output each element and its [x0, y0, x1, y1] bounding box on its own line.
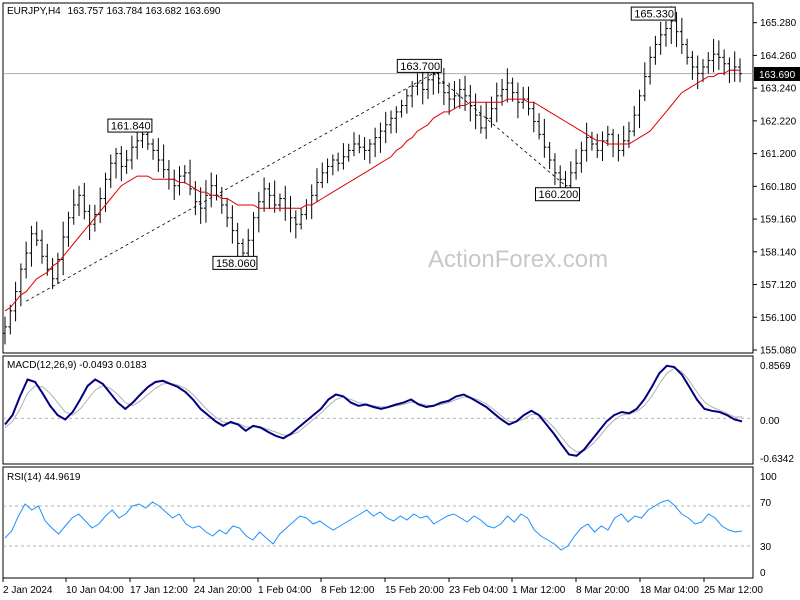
- last-price-tag: [754, 67, 800, 81]
- price-panel: [2, 2, 754, 354]
- x-tick-label: 2 Jan 2024: [3, 585, 53, 596]
- trendline: [433, 73, 566, 187]
- price-annotation: 160.200: [539, 189, 579, 201]
- rsi-tick-100: 100: [760, 472, 777, 483]
- price-tick-label: 163.240: [760, 84, 797, 95]
- macd-tick-top: 0.8569: [760, 361, 791, 372]
- price-tick-label: 162.220: [760, 116, 797, 127]
- ohlc-header: 163.757 163.784 163.682 163.690: [68, 6, 221, 17]
- price-tick-label: 157.120: [760, 280, 797, 291]
- x-tick-label: 15 Feb 20:00: [385, 585, 444, 596]
- macd-line: [4, 364, 743, 457]
- price-tick-label: 164.260: [760, 51, 797, 62]
- price-tick-label: 158.140: [760, 247, 797, 258]
- price-annotation: 163.700: [400, 61, 440, 73]
- macd-title: MACD(12,26,9) -0.0493 0.0183: [7, 360, 147, 371]
- rsi-panel: [2, 466, 754, 579]
- price-annotation-box: [212, 255, 258, 270]
- macd-signal-line: [4, 367, 742, 453]
- x-tick-label: 10 Jan 04:00: [66, 585, 124, 596]
- rsi-tick-70: 70: [760, 498, 772, 509]
- price-annotation-box: [535, 187, 581, 202]
- symbol-title: EURJPY,H4: [7, 6, 61, 17]
- x-tick-label: 25 Mar 12:00: [704, 585, 763, 596]
- price-tick-label: 161.200: [760, 149, 797, 160]
- price-tick-label: 159.160: [760, 215, 797, 226]
- sma-line: [4, 69, 740, 312]
- x-tick-label: 23 Feb 04:00: [449, 585, 508, 596]
- x-tick-label: 24 Jan 20:00: [194, 585, 252, 596]
- macd-tick-zero: 0.00: [760, 416, 780, 427]
- x-tick-label: 17 Jan 12:00: [130, 585, 188, 596]
- price-annotation: 161.840: [111, 121, 151, 133]
- price-annotation-box: [396, 58, 442, 73]
- x-tick-label: 1 Mar 12:00: [512, 585, 566, 596]
- x-tick-label: 8 Mar 20:00: [576, 585, 630, 596]
- price-annotation-box: [630, 6, 676, 21]
- rsi-line: [4, 499, 743, 551]
- x-tick-label: 1 Feb 04:00: [258, 585, 312, 596]
- price-annotation: 158.060: [216, 258, 256, 270]
- macd-panel: [2, 355, 754, 465]
- price-tick-label: 165.280: [760, 18, 797, 29]
- chart-title: EURJPY,H4 163.757 163.784 163.682 163.69…: [7, 6, 221, 17]
- price-annotation: 165.330: [634, 9, 674, 21]
- rsi-title: RSI(14) 44.9619: [7, 472, 81, 483]
- rsi-tick-0: 0: [760, 568, 766, 579]
- x-tick-label: 8 Feb 12:00: [321, 585, 375, 596]
- price-annotation-box: [107, 118, 153, 133]
- price-tick-label: 156.100: [760, 313, 797, 324]
- rsi-tick-30: 30: [760, 542, 772, 553]
- price-tick-label: 160.180: [760, 182, 797, 193]
- last-price-label: 163.690: [759, 70, 796, 81]
- price-tick-label: 155.080: [760, 346, 797, 357]
- macd-tick-bottom: -0.6342: [760, 454, 794, 465]
- watermark: ActionForex.com: [428, 246, 608, 273]
- x-tick-label: 18 Mar 04:00: [640, 585, 699, 596]
